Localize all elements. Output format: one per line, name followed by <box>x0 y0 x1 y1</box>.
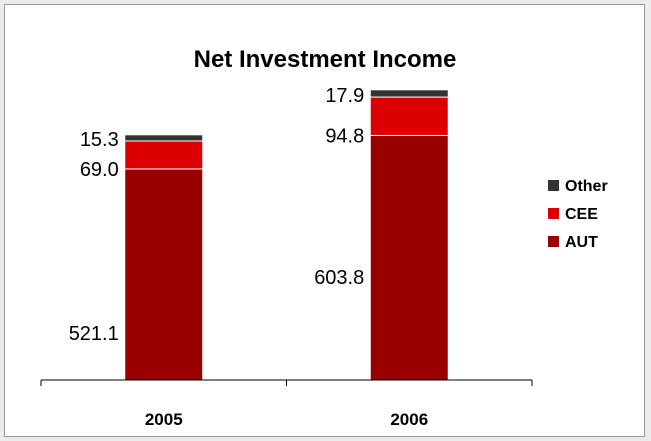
bar-segment-other-2005 <box>124 134 204 142</box>
data-label-cee-2006: 94.8 <box>325 125 364 147</box>
stacked-bar-chart: Net Investment Income 2005 2006 521.1 69.0… <box>40 46 608 429</box>
data-label-aut-2006: 603.8 <box>314 267 364 289</box>
legend: Other CEE AUT <box>548 178 608 251</box>
legend-label-cee: CEE <box>565 206 598 223</box>
bar-segment-cee-2005 <box>124 140 204 170</box>
legend-swatch-cee <box>548 208 559 219</box>
x-tick-label-2005: 2005 <box>145 410 183 429</box>
data-label-other-2006: 17.9 <box>325 85 364 107</box>
bar-segment-aut-2005 <box>124 168 204 381</box>
legend-label-aut: AUT <box>565 234 598 251</box>
data-label-other-2005: 15.3 <box>80 129 119 151</box>
legend-swatch-aut <box>548 236 559 247</box>
bar-segment-cee-2006 <box>369 96 449 136</box>
chart-title: Net Investment Income <box>194 46 457 73</box>
x-tick-label-2006: 2006 <box>390 410 428 429</box>
data-labels: 521.1 69.0 15.3 603.8 94.8 17.9 <box>69 85 365 345</box>
legend-label-other: Other <box>565 178 608 195</box>
data-label-aut-2005: 521.1 <box>69 323 119 345</box>
bar-segment-aut-2006 <box>369 134 449 381</box>
bar-segment-other-2006 <box>369 89 449 98</box>
x-axis: 2005 2006 <box>40 379 533 429</box>
data-label-cee-2005: 69.0 <box>80 159 119 181</box>
chart-frame: Net Investment Income 2005 2006 521.1 69.0… <box>4 4 645 437</box>
legend-swatch-other <box>548 180 559 191</box>
bars-layer <box>124 89 449 381</box>
